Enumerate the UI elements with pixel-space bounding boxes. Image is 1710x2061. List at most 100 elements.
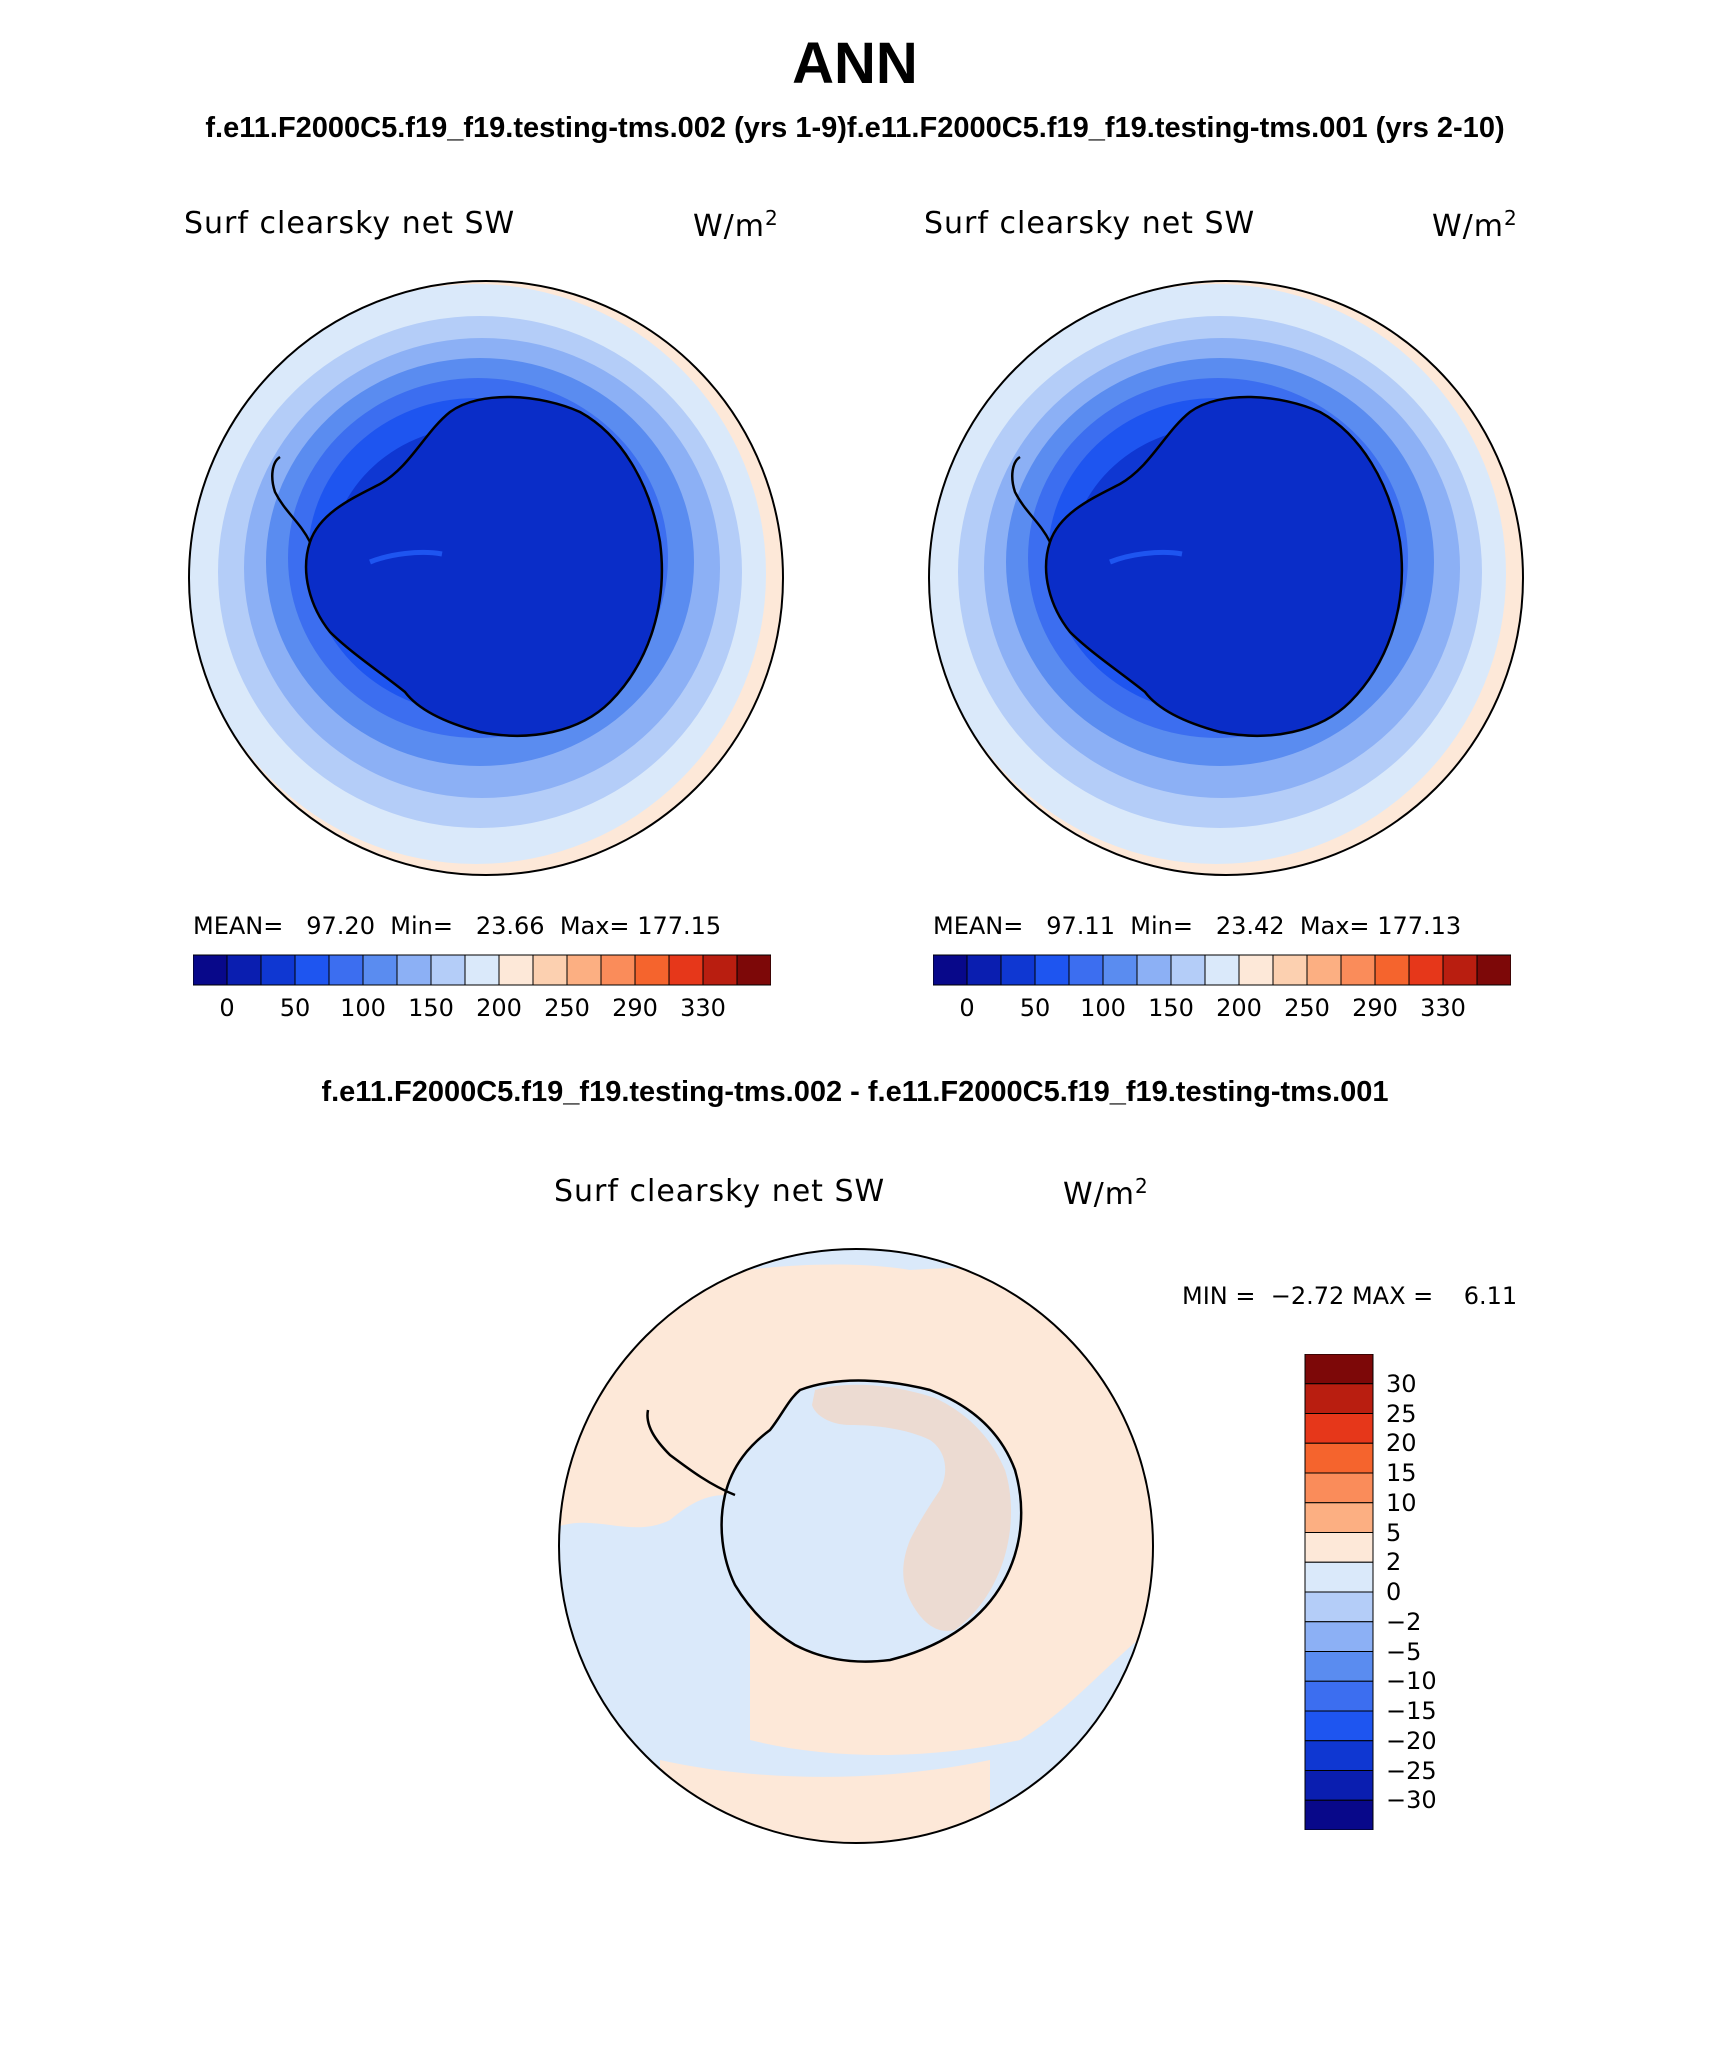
diff-colorbar-box: [1304, 1651, 1374, 1682]
panel1-map-border: [188, 280, 784, 876]
diff-colorbar-tick-label: 10: [1386, 1488, 1417, 1517]
diff-colorbar-box: [1304, 1354, 1374, 1385]
diff-colorbar-tick-label: 15: [1386, 1459, 1417, 1487]
panel1-colorbar-box: [532, 954, 568, 986]
diff-colorbar-box: [1304, 1710, 1374, 1742]
panel1-colorbar-tick-label: 290: [612, 994, 658, 1022]
panel1-colorbar-box: [328, 954, 364, 986]
diff-variable-label: Surf clearsky net SW: [554, 1174, 886, 1209]
panel1-colorbar-tick-label: 150: [408, 994, 454, 1022]
panel2-units-label: W/m2: [1432, 206, 1518, 244]
panel1-colorbar-box: [226, 954, 262, 986]
panel1-colorbar-box: [702, 954, 738, 986]
diff-colorbar-box: [1304, 1502, 1374, 1533]
panel2-polar-map: [928, 280, 1524, 876]
diff-colorbar-tick-label: −10: [1386, 1667, 1437, 1696]
diff-colorbar-box: [1304, 1413, 1374, 1444]
diff-colorbar-tick-label: −2: [1386, 1607, 1422, 1636]
diff-map-fill: [559, 1249, 1153, 1843]
panel1-colorbar-tick-label: 50: [279, 994, 311, 1022]
diff-colorbar-tick-label: 0: [1386, 1578, 1402, 1606]
diff-colorbar-tick-label: −5: [1386, 1637, 1422, 1666]
panel1-colorbar-box: [668, 954, 704, 986]
panel2-colorbar-box: [1102, 954, 1138, 986]
diff-colorbar-box: [1304, 1680, 1374, 1712]
panel2-colorbar-box: [1374, 954, 1410, 986]
panel2-colorbar-tick-label: 200: [1216, 994, 1262, 1022]
panel1-colorbar: [193, 954, 771, 986]
diff-colorbar-box: [1304, 1442, 1374, 1474]
main-title: ANN: [792, 31, 918, 96]
panel1-colorbar-box: [430, 954, 466, 986]
diff-colorbar-box: [1304, 1472, 1374, 1504]
panel1-variable-label: Surf clearsky net SW: [184, 206, 516, 241]
diff-stats: MIN = −2.72 MAX = 6.11: [1182, 1282, 1518, 1310]
panel2-colorbar-box: [1204, 954, 1240, 986]
panel2-colorbar-ticks: 0 50 100 150 200 250 290 330: [933, 994, 1511, 1024]
panel1-colorbar-tick-label: 250: [544, 994, 590, 1022]
panel1-colorbar-tick-label: 0: [219, 994, 235, 1022]
panel1-colorbar-tick-label: 100: [340, 994, 386, 1022]
panel2-colorbar-box: [1476, 954, 1511, 986]
panel1-colorbar-box: [464, 954, 500, 986]
panel2-colorbar-box: [1442, 954, 1478, 986]
panel1-colorbar-box: [260, 954, 296, 986]
diff-colorbar-tick-label: −15: [1386, 1697, 1437, 1725]
diff-colorbar: [1304, 1354, 1374, 1830]
diff-units-label: W/m2: [1063, 1174, 1149, 1212]
diff-colorbar-tick-label: −20: [1386, 1726, 1437, 1755]
diff-colorbar-tick-label: 30: [1386, 1369, 1417, 1398]
panel1-colorbar-box: [566, 954, 602, 986]
diff-title: f.e11.F2000C5.f19_f19.testing-tms.002 - …: [321, 1076, 1389, 1108]
diff-colorbar-ticks: 30 25 20 15 10 5 2 0 −2 −5 −10 −15 −20 −25 −30: [1386, 1354, 1466, 1830]
panel2-colorbar-tick-label: 290: [1352, 994, 1398, 1022]
panel2-colorbar-box: [1272, 954, 1308, 986]
diff-colorbar-box: [1304, 1532, 1374, 1563]
panel2-colorbar-tick-label: 0: [959, 994, 975, 1022]
panel2-colorbar-box: [1068, 954, 1104, 986]
diff-colorbar-box: [1304, 1770, 1374, 1801]
panel2-colorbar-box: [1034, 954, 1070, 986]
diff-colorbar-box: [1304, 1621, 1374, 1652]
panel2-colorbar-tick-label: 100: [1080, 994, 1126, 1022]
diff-colorbar-box: [1304, 1591, 1374, 1623]
diff-colorbar-tick-label: −25: [1386, 1756, 1437, 1785]
panel2-colorbar-box: [1340, 954, 1376, 986]
diff-colorbar-tick-label: 5: [1386, 1518, 1402, 1547]
panel2-colorbar-box: [1238, 954, 1274, 986]
panel2-variable-label: Surf clearsky net SW: [924, 206, 1256, 241]
panel1-polar-map: [188, 280, 784, 876]
panel1-colorbar-tick-label: 330: [680, 994, 726, 1022]
panel2-colorbar-box: [1000, 954, 1036, 986]
diff-colorbar-tick-label: 25: [1386, 1399, 1417, 1428]
panel2-map-fill: [929, 281, 1523, 875]
panel2-map-border: [928, 280, 1524, 876]
panel1-stats: MEAN= 97.20 Min= 23.66 Max= 177.15: [193, 912, 722, 940]
diff-polar-map: [558, 1248, 1154, 1844]
panel1-colorbar-box: [600, 954, 636, 986]
diff-colorbar-tick-label: 20: [1386, 1429, 1417, 1458]
panel2-colorbar-box: [966, 954, 1002, 986]
panel2-colorbar-box: [1170, 954, 1206, 986]
diff-colorbar-box: [1304, 1740, 1374, 1771]
panel2-colorbar-tick-label: 150: [1148, 994, 1194, 1022]
panel2-colorbar-box: [1408, 954, 1444, 986]
panel1-colorbar-box: [736, 954, 771, 986]
panel1-units-label: W/m2: [693, 206, 779, 244]
panel2-colorbar-tick-label: 330: [1420, 994, 1466, 1022]
diff-colorbar-tick-label: 2: [1386, 1548, 1402, 1577]
panel1-map-fill: [189, 281, 783, 875]
panel2-colorbar-tick-label: 50: [1019, 994, 1051, 1022]
panel2-stats: MEAN= 97.11 Min= 23.42 Max= 177.13: [933, 912, 1462, 940]
panel2-colorbar-box: [1136, 954, 1172, 986]
diff-colorbar-box: [1304, 1799, 1374, 1830]
panel1-colorbar-tick-label: 200: [476, 994, 522, 1022]
panel1-colorbar-box: [396, 954, 432, 986]
diff-colorbar-box: [1304, 1561, 1374, 1593]
diff-colorbar-tick-label: −30: [1386, 1786, 1437, 1815]
diff-colorbar-box: [1304, 1383, 1374, 1414]
panel1-colorbar-box: [362, 954, 398, 986]
panel2-colorbar-box: [933, 954, 968, 986]
panel1-colorbar-box: [294, 954, 330, 986]
panel1-colorbar-box: [193, 954, 228, 986]
